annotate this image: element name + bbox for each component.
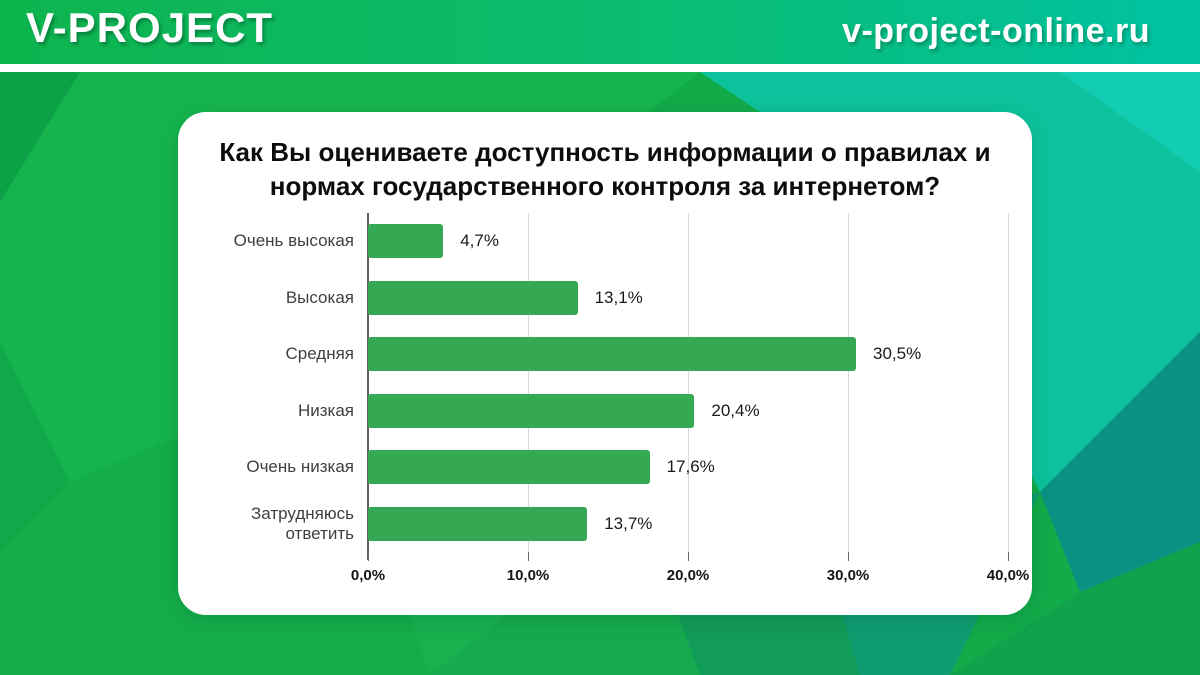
y-axis-line	[367, 213, 369, 560]
category-label: Затрудняюсь ответить	[251, 503, 354, 543]
bar	[368, 337, 856, 372]
site-url: v-project-online.ru	[842, 12, 1150, 50]
x-axis-tick	[368, 552, 369, 561]
value-label: 4,7%	[460, 231, 499, 251]
bar-area: 30,5%	[368, 337, 1008, 372]
bar	[368, 393, 695, 428]
chart-title: Как Вы оцениваете доступность информации…	[205, 135, 1005, 204]
x-tick-label: 10,0%	[506, 567, 550, 584]
bar-area: 20,4%	[368, 393, 1008, 428]
bar-area: 17,6%	[368, 450, 1008, 485]
x-tick-label: 40,0%	[986, 567, 1030, 584]
bar	[368, 280, 578, 315]
chart-row: Очень низкая 17,6%	[178, 439, 1032, 496]
bar-area: 4,7%	[368, 224, 1008, 259]
gridline	[848, 213, 849, 552]
value-label: 13,1%	[594, 287, 643, 307]
category-label: Высокая	[285, 287, 354, 307]
bar	[368, 450, 650, 485]
plot-area	[367, 213, 1009, 561]
gridline	[1008, 213, 1009, 552]
bar-area: 13,1%	[368, 280, 1008, 315]
chart-title-line1: Как Вы оцениваете доступность информации…	[219, 137, 991, 167]
chart-row: Очень высокая 4,7%	[178, 213, 1032, 270]
x-axis-tick	[1008, 552, 1009, 561]
x-tick-label: 20,0%	[666, 567, 710, 584]
value-label: 20,4%	[711, 400, 760, 420]
value-label: 30,5%	[873, 344, 922, 364]
header-bar: V-PROJECT v-project-online.ru	[0, 0, 1200, 64]
chart-title-line2: нормах государственного контроля за инте…	[269, 171, 941, 202]
x-axis-tick	[688, 552, 689, 561]
x-axis-labels: 0,0% 10,0% 20,0% 30,0% 40,0%	[351, 567, 1029, 589]
chart-row: Средняя 30,5%	[178, 326, 1032, 383]
x-tick-label: 30,0%	[826, 567, 870, 584]
bar	[368, 224, 444, 259]
header-underline	[0, 64, 1200, 72]
gridline	[528, 213, 529, 552]
chart-row: Затрудняюсь ответить 13,7%	[178, 496, 1032, 553]
category-label: Очень низкая	[246, 457, 354, 477]
bar	[368, 506, 588, 541]
chart-rows: Очень высокая 4,7% Высокая 13,1% Средняя 30,5…	[178, 213, 1032, 552]
value-label: 17,6%	[666, 457, 715, 477]
x-axis-tick	[848, 552, 849, 561]
brand-logo: V-PROJECT	[26, 4, 274, 51]
chart-row: Низкая 20,4%	[178, 383, 1032, 440]
x-axis-tick	[528, 552, 529, 561]
bar-area: 13,7%	[368, 506, 1008, 541]
category-label: Очень высокая	[233, 231, 354, 251]
category-label: Низкая	[297, 400, 354, 420]
gridline	[688, 213, 689, 552]
category-label: Средняя	[285, 344, 354, 364]
chart-card: Как Вы оцениваете доступность информации…	[178, 112, 1032, 615]
value-label: 13,7%	[604, 513, 653, 533]
chart-row: Высокая 13,1%	[178, 270, 1032, 327]
x-tick-label: 0,0%	[350, 567, 386, 584]
